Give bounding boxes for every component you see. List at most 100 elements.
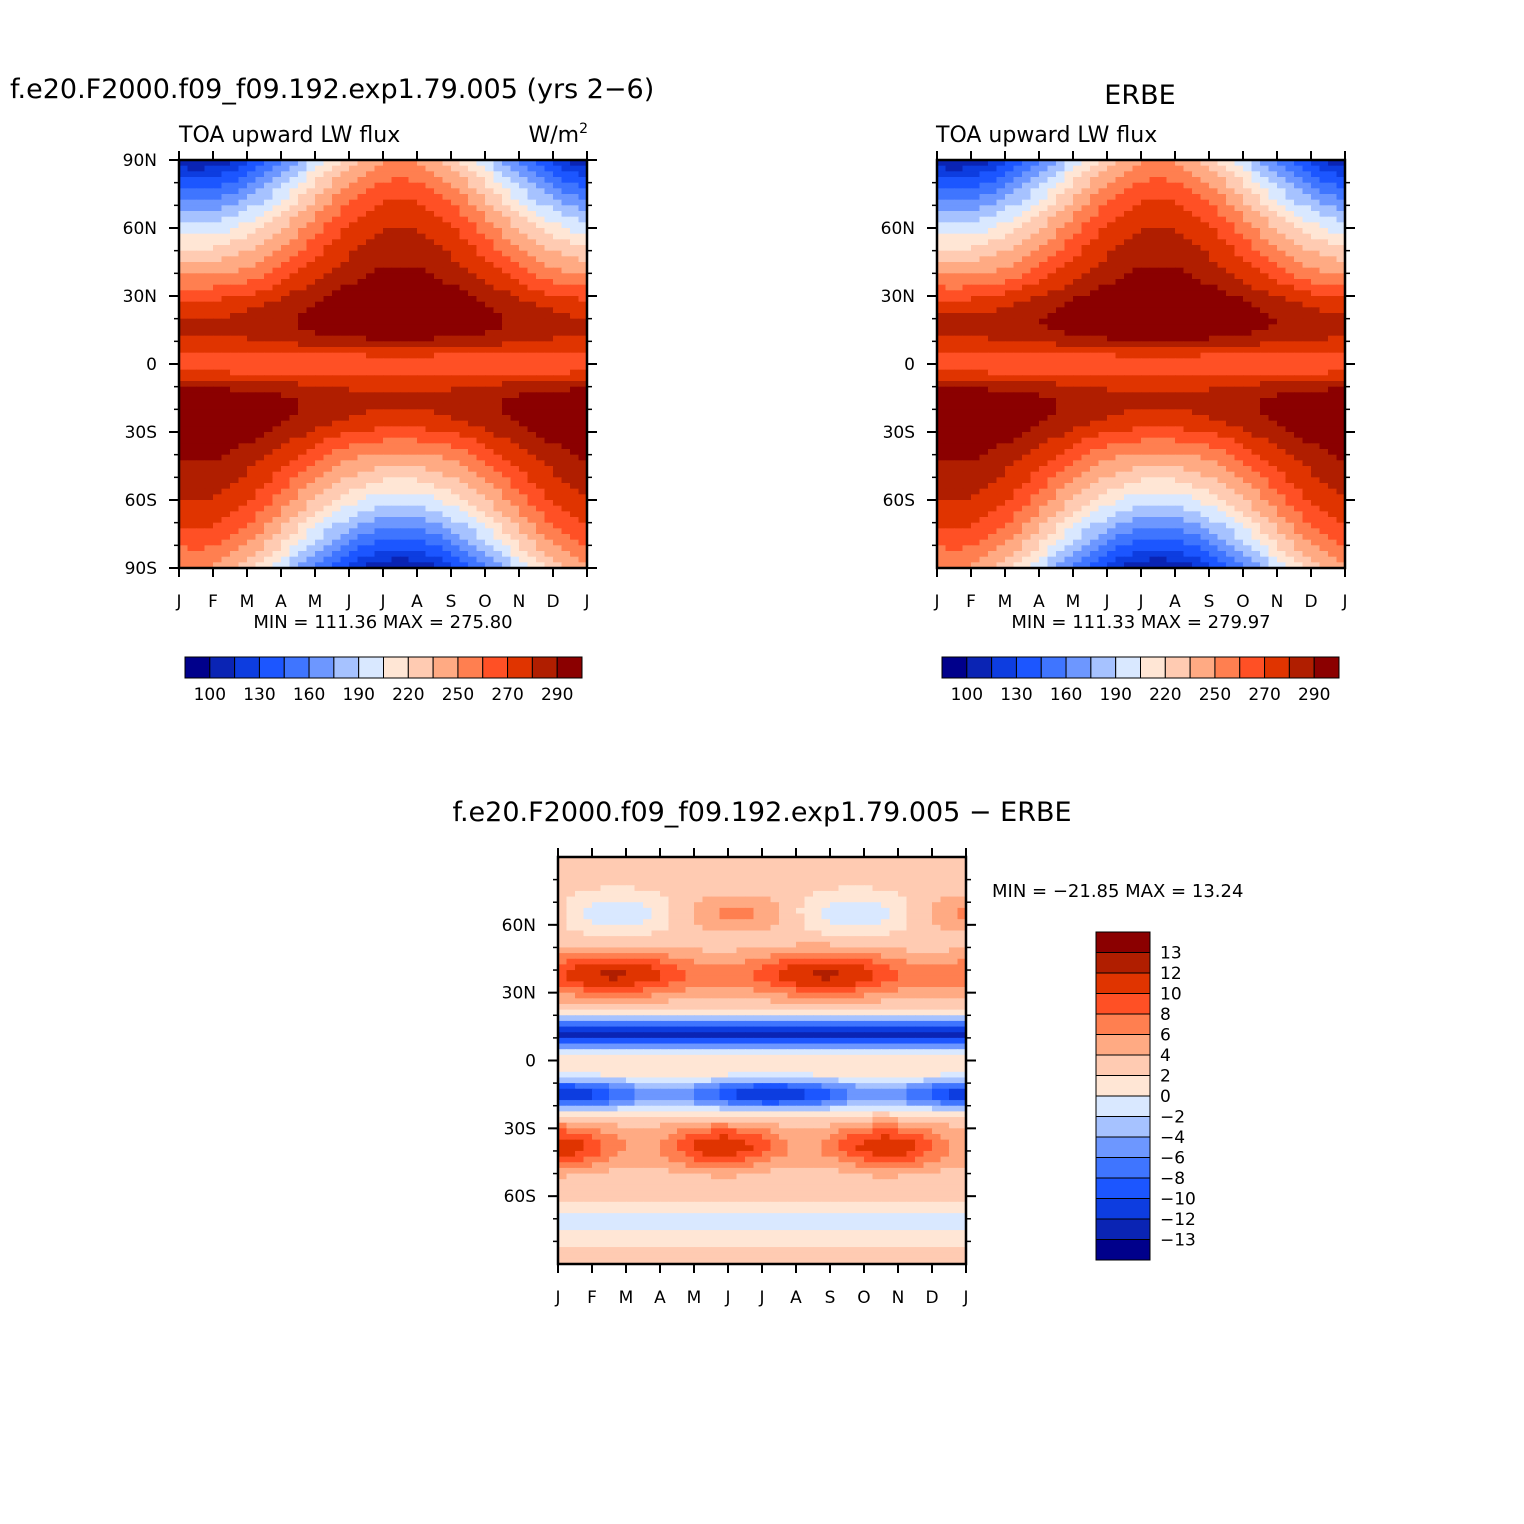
model-cell	[281, 324, 291, 331]
obs-cell	[1336, 296, 1345, 303]
model-cell	[468, 222, 478, 229]
model-cell	[468, 358, 478, 365]
obs-cell	[1217, 199, 1227, 206]
obs-cell	[1115, 160, 1125, 167]
model-cell	[204, 335, 214, 342]
model-cell	[510, 188, 520, 195]
model-cell	[442, 222, 452, 229]
obs-cell	[1124, 290, 1134, 297]
model-cell	[468, 494, 478, 501]
model-cell	[442, 375, 452, 382]
model-cell	[264, 443, 274, 450]
obs-cell	[1311, 205, 1321, 212]
obs-cell	[1022, 211, 1032, 218]
model-cell	[298, 279, 308, 286]
model-cell	[315, 301, 325, 308]
obs-cell	[1064, 182, 1074, 189]
obs-cell	[1115, 165, 1125, 172]
model-cell	[408, 341, 418, 348]
model-cell	[485, 466, 495, 473]
model-cell	[315, 369, 325, 376]
model-cell	[570, 177, 580, 184]
model-cell	[459, 330, 469, 337]
obs-cell	[1047, 160, 1057, 167]
obs-cell	[1234, 239, 1244, 246]
model-cell	[561, 296, 571, 303]
model-cell	[332, 381, 342, 388]
obs-cell	[1302, 216, 1312, 223]
model-cell	[527, 165, 537, 172]
model-cell	[468, 324, 478, 331]
obs-cell	[1141, 273, 1151, 280]
model-cell	[510, 222, 520, 229]
model-cell	[366, 415, 376, 422]
obs-cell	[1200, 216, 1210, 223]
model-cell	[510, 494, 520, 501]
obs-cell	[1319, 324, 1329, 331]
model-cell	[289, 216, 299, 223]
obs-cell	[1319, 250, 1329, 257]
obs-cell	[971, 330, 981, 337]
obs-cell	[1081, 273, 1091, 280]
obs-cell	[996, 160, 1006, 167]
obs-cell	[971, 165, 981, 172]
obs-cell	[937, 182, 947, 189]
model-cell	[468, 432, 478, 439]
model-cell	[544, 477, 554, 484]
model-cell	[357, 347, 367, 354]
obs-cell	[1260, 199, 1270, 206]
model-cell	[434, 505, 444, 512]
model-cell	[519, 171, 529, 178]
obs-cell	[1073, 239, 1083, 246]
model-cell	[298, 182, 308, 189]
model-cell	[383, 256, 393, 263]
obs-cell	[1285, 222, 1295, 229]
model-cell	[561, 369, 571, 376]
model-cell	[536, 358, 546, 365]
model-cell	[298, 307, 308, 314]
model-cell	[510, 262, 520, 269]
obs-cell	[1217, 256, 1227, 263]
model-cell	[357, 267, 367, 274]
model-cell	[536, 335, 546, 342]
obs-cell	[1209, 256, 1219, 263]
obs-cell	[1209, 216, 1219, 223]
obs-cell	[979, 324, 989, 331]
model-cell	[527, 324, 537, 331]
model-cell	[510, 528, 520, 535]
model-cell	[510, 443, 520, 450]
model-cell	[272, 471, 282, 478]
model-cell	[221, 228, 231, 235]
obs-cell	[1243, 216, 1253, 223]
model-cell	[187, 528, 197, 535]
model-cell	[578, 369, 587, 376]
model-cell	[281, 375, 291, 382]
obs-cell	[1277, 318, 1287, 325]
model-cell	[476, 284, 486, 291]
model-cell	[527, 222, 537, 229]
model-cell	[485, 392, 495, 399]
model-cell	[289, 341, 299, 348]
model-cell	[536, 551, 546, 558]
model-cell	[196, 165, 206, 172]
obs-cell	[1064, 165, 1074, 172]
model-cell	[238, 228, 248, 235]
obs-cell	[1226, 313, 1236, 320]
model-cell	[221, 279, 231, 286]
model-cell	[536, 324, 546, 331]
obs-cell	[1022, 177, 1032, 184]
obs-cell	[996, 313, 1006, 320]
model-cell	[400, 239, 410, 246]
model-cell	[213, 239, 223, 246]
model-cell	[340, 539, 350, 546]
obs-cell	[1336, 318, 1345, 325]
model-cell	[527, 228, 537, 235]
obs-cell	[1200, 222, 1210, 229]
obs-cell	[962, 199, 972, 206]
model-cell	[510, 182, 520, 189]
model-cell	[400, 335, 410, 342]
model-cell	[383, 279, 393, 286]
model-cell	[247, 228, 257, 235]
obs-cell	[1047, 171, 1057, 178]
obs-cell	[1192, 267, 1202, 274]
